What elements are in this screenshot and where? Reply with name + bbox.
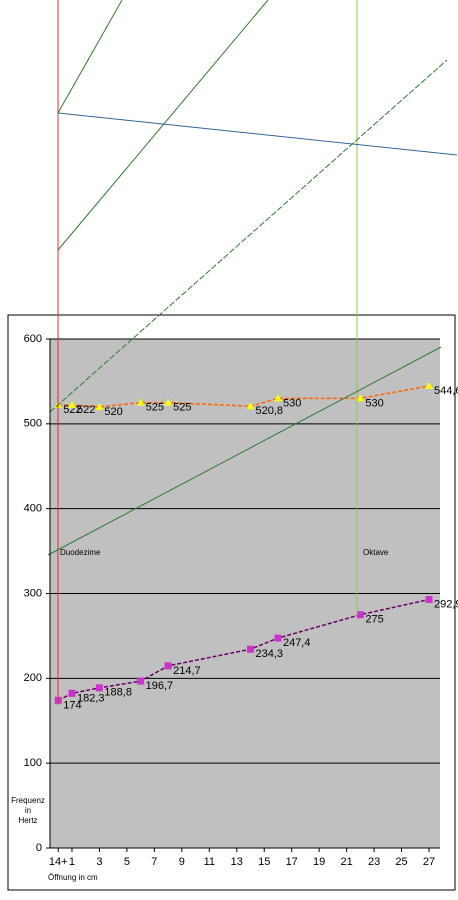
x-tick-label: 9 bbox=[179, 856, 185, 868]
y-tick-label: 500 bbox=[24, 418, 42, 430]
y-tick-label: 300 bbox=[24, 587, 42, 599]
y-tick-label: 400 bbox=[24, 503, 42, 515]
x-tick-label: 15 bbox=[258, 856, 270, 868]
marker bbox=[95, 402, 104, 410]
y-label: Frequenz bbox=[11, 796, 45, 805]
green-line bbox=[57, 0, 269, 251]
data-label: 544,6 bbox=[434, 385, 458, 397]
data-label: 247,4 bbox=[283, 637, 311, 649]
marker bbox=[95, 684, 103, 692]
marker bbox=[136, 398, 145, 406]
marks: 522522520525525520,8530530544,6174182,31… bbox=[54, 381, 458, 711]
y-tick-label: 100 bbox=[24, 757, 42, 769]
annotation: Oktave bbox=[363, 548, 389, 557]
x-tick-label: 11 bbox=[204, 856, 215, 868]
x-tick-label: 14+ bbox=[49, 856, 68, 868]
x-tick-label: 19 bbox=[313, 856, 325, 868]
data-label: 234,3 bbox=[255, 648, 283, 660]
x-tick-label: 3 bbox=[96, 856, 102, 868]
blue-line bbox=[57, 112, 458, 156]
marker bbox=[67, 401, 76, 409]
data-label: 525 bbox=[173, 402, 191, 414]
data-label: 522 bbox=[77, 404, 95, 416]
x-tick-label: 5 bbox=[124, 856, 130, 868]
data-label: 188,8 bbox=[104, 687, 132, 699]
data-label: 196,7 bbox=[146, 680, 174, 692]
green-line bbox=[47, 346, 442, 556]
y-tick-label: 600 bbox=[24, 333, 42, 345]
grid bbox=[46, 338, 440, 852]
marker bbox=[425, 596, 433, 604]
green-line bbox=[57, 0, 123, 114]
x-tick-label: 27 bbox=[423, 856, 435, 868]
marker bbox=[356, 394, 365, 402]
data-label: 182,3 bbox=[77, 692, 105, 704]
marker bbox=[425, 381, 434, 389]
data-label: 275 bbox=[365, 614, 383, 626]
y-label: Hertz bbox=[18, 816, 37, 825]
x-tick-label: 1 bbox=[69, 856, 75, 868]
marker bbox=[246, 402, 255, 410]
marker bbox=[164, 398, 173, 406]
x-tick-label: 17 bbox=[286, 856, 298, 868]
x-tick-label: 7 bbox=[151, 856, 157, 868]
data-label: 174 bbox=[63, 699, 81, 711]
data-label: 522 bbox=[63, 404, 81, 416]
x-tick-label: 23 bbox=[368, 856, 380, 868]
marker bbox=[356, 611, 364, 619]
marker bbox=[68, 689, 76, 697]
annotation: Duodezime bbox=[60, 548, 101, 557]
marker bbox=[164, 662, 172, 670]
marker bbox=[246, 645, 254, 653]
marker bbox=[274, 634, 282, 642]
data-label: 525 bbox=[146, 402, 164, 414]
x-label: Öffnung in cm bbox=[48, 873, 98, 882]
x-tick-label: 21 bbox=[340, 856, 352, 868]
x-tick-label: 13 bbox=[231, 856, 243, 868]
data-label: 214,7 bbox=[173, 665, 201, 677]
data-label: 520,8 bbox=[255, 405, 283, 417]
data-label: 292,9 bbox=[434, 598, 458, 610]
y-tick-label: 0 bbox=[36, 842, 42, 854]
x-tick-label: 25 bbox=[395, 856, 407, 868]
green-line bbox=[49, 59, 448, 413]
marker bbox=[137, 677, 145, 685]
data-label: 530 bbox=[283, 397, 301, 409]
construction-lines bbox=[47, 0, 458, 705]
y-label: in bbox=[25, 806, 31, 815]
data-label: 520 bbox=[104, 406, 122, 418]
marker bbox=[273, 394, 282, 402]
data-label: 530 bbox=[365, 397, 383, 409]
y-tick-label: 200 bbox=[24, 672, 42, 684]
